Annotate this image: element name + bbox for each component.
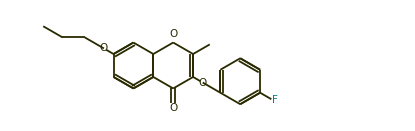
Text: F: F [272, 95, 278, 105]
Text: O: O [169, 29, 177, 39]
Text: O: O [199, 78, 207, 88]
Text: O: O [169, 103, 177, 113]
Text: O: O [100, 43, 108, 53]
